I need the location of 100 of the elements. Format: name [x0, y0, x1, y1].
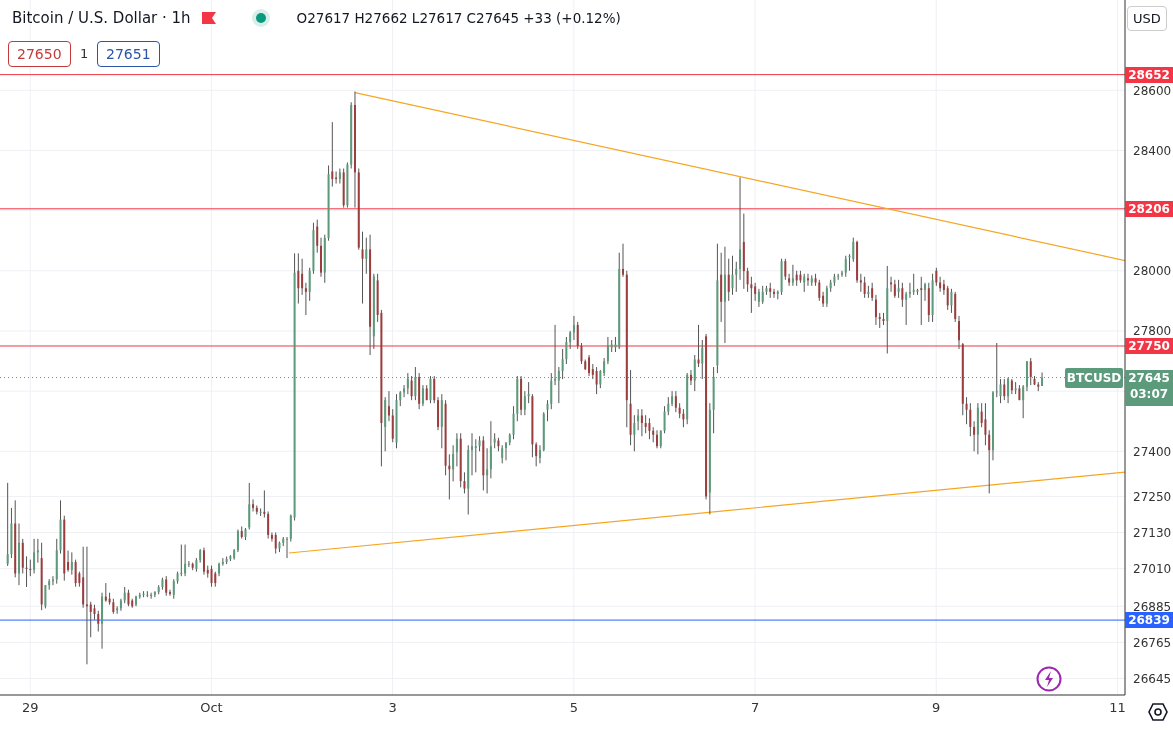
candlestick — [184, 544, 187, 577]
candlestick — [863, 276, 866, 299]
candlestick — [935, 267, 938, 287]
candlestick — [988, 429, 991, 494]
candlestick — [421, 384, 424, 407]
candlestick — [939, 276, 942, 293]
candlestick — [727, 258, 730, 302]
candlestick — [89, 601, 92, 638]
candlestick — [572, 315, 575, 341]
candlestick — [70, 551, 73, 576]
candlestick — [958, 315, 961, 350]
candlestick — [331, 121, 334, 188]
candlestick — [489, 420, 492, 479]
candlestick — [671, 390, 674, 407]
candlestick — [731, 255, 734, 296]
annotation: O27617 H27662 L27617 C27645 +33 (+0.12%) — [296, 10, 621, 26]
candlestick — [773, 288, 776, 299]
y-tick-label: 27010 — [1133, 561, 1172, 576]
x-tick-label: 11 — [1109, 700, 1126, 716]
ref-line-label: 27645 — [1127, 369, 1171, 386]
candlestick — [912, 273, 915, 296]
candlestick — [267, 510, 270, 540]
candlestick — [689, 369, 692, 386]
candlestick — [252, 498, 255, 512]
candlestick — [644, 414, 647, 434]
candlestick — [655, 429, 658, 449]
candlestick — [512, 405, 515, 440]
candlestick — [991, 390, 994, 461]
candlestick — [538, 444, 541, 464]
candlestick — [535, 441, 538, 467]
candlestick — [6, 482, 9, 567]
candlestick — [969, 402, 972, 437]
candlestick — [165, 575, 168, 597]
candlestick — [761, 285, 764, 305]
candlestick — [452, 444, 455, 482]
candlestick — [803, 273, 806, 293]
candlestick — [840, 270, 843, 278]
y-tick-label: 28000 — [1133, 264, 1172, 279]
candlestick — [822, 291, 825, 308]
candlestick — [852, 237, 855, 263]
candlestick — [286, 536, 289, 559]
candlestick — [263, 489, 266, 518]
candlestick — [1022, 384, 1025, 419]
candlestick — [871, 282, 874, 302]
candlestick — [984, 402, 987, 446]
candlestick — [304, 282, 307, 316]
candlestick — [471, 432, 474, 476]
candlestick — [905, 291, 908, 326]
y-tick-label: 27250 — [1133, 489, 1172, 504]
candlestick — [859, 273, 862, 293]
candlestick — [51, 575, 54, 586]
candlestick — [995, 342, 998, 398]
candlestick — [565, 336, 568, 365]
y-tick-label: 26765 — [1133, 635, 1172, 650]
annotation: 27650 — [8, 41, 71, 67]
y-tick-label: 27400 — [1133, 444, 1172, 459]
x-tick-label: 9 — [932, 700, 941, 716]
candlestick — [818, 279, 821, 302]
candlestick — [33, 538, 36, 574]
x-tick-label: 5 — [569, 700, 578, 716]
candlestick — [353, 90, 356, 209]
candlestick — [361, 231, 364, 305]
candlestick — [682, 408, 685, 428]
ref-line-label: 28206 — [1125, 200, 1173, 217]
candlestick — [950, 288, 953, 314]
candlestick — [150, 592, 153, 600]
candlestick — [387, 390, 390, 422]
candlestick — [667, 396, 670, 416]
candlestick — [754, 282, 757, 302]
candlestick — [893, 279, 896, 299]
candlestick — [739, 177, 742, 281]
candlestick — [403, 384, 406, 398]
candlestick — [365, 237, 368, 275]
candlestick — [569, 330, 572, 350]
candlestick — [67, 550, 70, 573]
candlestick — [316, 219, 319, 254]
candlestick — [757, 288, 760, 308]
candlestick — [1029, 357, 1032, 386]
candlestick — [236, 529, 239, 553]
candlestick — [104, 582, 107, 603]
x-tick-label: Oct — [200, 700, 223, 716]
candlestick — [595, 366, 598, 395]
candlestick — [576, 321, 579, 350]
text: Bitcoin / U.S. Dollar · 1h — [12, 9, 191, 27]
candlestick — [301, 258, 304, 296]
candlestick — [606, 336, 609, 365]
candlestick — [504, 441, 507, 461]
candlestick — [25, 555, 28, 588]
candlestick — [946, 285, 949, 311]
candlestick — [674, 390, 677, 413]
candlestick — [527, 381, 530, 404]
candlestick — [274, 532, 277, 555]
candlestick — [74, 559, 77, 588]
candlestick — [210, 565, 213, 588]
candlestick — [297, 252, 300, 305]
x-tick-label: 29 — [21, 700, 39, 716]
candlestick — [17, 523, 20, 586]
candlestick — [180, 544, 183, 577]
y-tick-label: 27800 — [1133, 324, 1172, 339]
annotation: 1 — [80, 46, 89, 61]
